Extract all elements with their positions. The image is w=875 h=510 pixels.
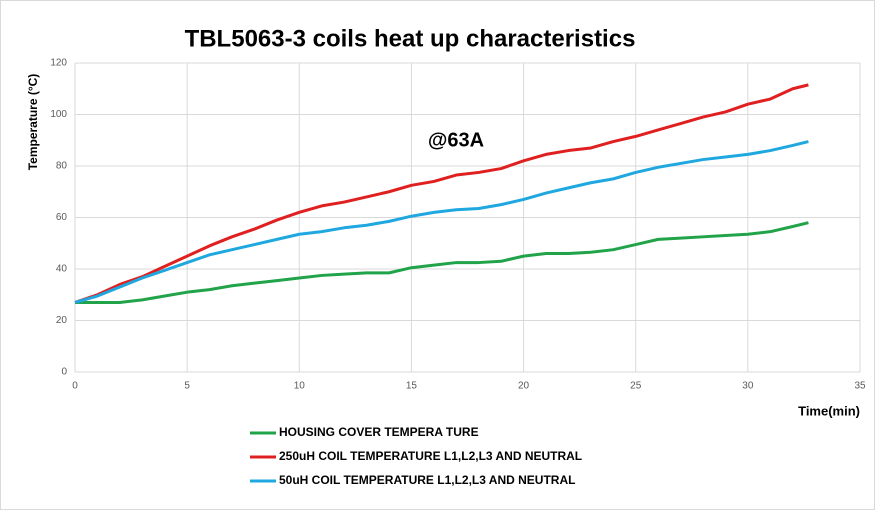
series-line — [74, 83, 809, 304]
y-tick-label: 20 — [56, 315, 68, 326]
y-axis-label: Temperature (°C) — [26, 74, 40, 171]
x-tick-label: 10 — [294, 381, 306, 392]
y-tick-label: 100 — [50, 109, 67, 120]
y-tick-label: 120 — [50, 58, 67, 69]
x-tick-label: 30 — [742, 381, 754, 392]
x-tick-label: 20 — [518, 381, 530, 392]
legend-label: 50uH COIL TEMPERATURE L1,L2,L3 AND NEUTR… — [279, 473, 575, 487]
series-line — [74, 140, 809, 304]
x-axis-label: Time(min) — [798, 403, 860, 418]
series-line — [75, 221, 809, 304]
annotation: @63A — [428, 129, 484, 151]
legend-label: 250uH COIL TEMPERATURE L1,L2,L3 AND NEUT… — [279, 449, 582, 463]
y-tick-label: 60 — [56, 212, 68, 223]
y-tick-label: 40 — [56, 264, 68, 275]
x-tick-label: 0 — [72, 381, 78, 392]
x-tick-label: 35 — [854, 381, 866, 392]
y-tick-label: 80 — [56, 161, 68, 172]
legend-label: HOUSING COVER TEMPERA TURE — [279, 425, 479, 439]
chart-title: TBL5063-3 coils heat up characteristics — [185, 25, 636, 52]
x-tick-label: 25 — [630, 381, 642, 392]
x-tick-label: 5 — [184, 381, 190, 392]
y-tick-label: 0 — [61, 367, 67, 378]
x-tick-label: 15 — [406, 381, 418, 392]
